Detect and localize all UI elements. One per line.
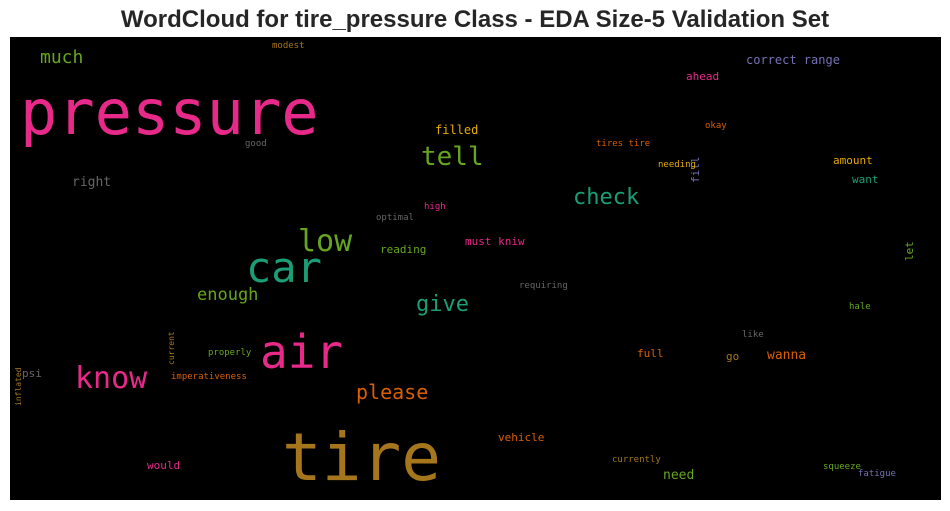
wordcloud-canvas: pressure tire car air low know tell check give pl… (10, 37, 941, 500)
word-psi: psi (22, 367, 42, 380)
word-good: good (245, 139, 267, 149)
word-okay: okay (705, 121, 727, 131)
word-high: high (424, 202, 446, 212)
word-car: car (246, 243, 322, 292)
word-correct-range: correct range (746, 53, 840, 67)
word-let: let (903, 240, 916, 261)
word-pressure: pressure (20, 76, 319, 149)
word-fatigue: fatigue (858, 469, 896, 479)
word-current: current (167, 330, 176, 365)
word-reading: reading (380, 243, 427, 256)
word-would: would (147, 459, 181, 472)
word-need: need (663, 468, 695, 483)
word-much: much (40, 47, 84, 68)
word-tires-tire: tires tire (596, 139, 651, 149)
word-like: like (742, 330, 764, 340)
word-know: know (75, 361, 148, 396)
word-imperativeness: imperativeness (171, 372, 247, 382)
word-amount: amount (833, 154, 873, 167)
word-filled: filled (435, 123, 479, 137)
word-hale: hale (849, 302, 871, 312)
word-inflated: inflated (14, 367, 23, 407)
word-air: air (260, 325, 344, 379)
word-check: check (573, 185, 640, 210)
word-requiring: requiring (519, 281, 568, 291)
word-properly: properly (208, 348, 252, 358)
word-optimal: optimal (376, 213, 414, 223)
word-vehicle: vehicle (498, 431, 545, 444)
word-needing: needing (658, 160, 696, 170)
word-go: go (726, 350, 740, 363)
word-full: full (637, 347, 664, 360)
word-tell: tell (421, 142, 484, 172)
chart-title: WordCloud for tire_pressure Class - EDA … (120, 6, 830, 33)
word-ahead: ahead (686, 70, 720, 83)
word-modest: modest (272, 41, 305, 51)
word-squeeze: squeeze (823, 462, 861, 472)
word-please: please (356, 380, 429, 404)
word-must-kniw: must kniw (465, 235, 525, 248)
word-enough: enough (197, 285, 259, 305)
word-want: want (852, 173, 879, 186)
word-tire: tire (282, 419, 441, 496)
word-low: low (298, 224, 353, 259)
word-wanna: wanna (767, 348, 807, 363)
word-right: right (72, 175, 112, 190)
word-currently: currently (612, 455, 661, 465)
word-give: give (416, 292, 469, 317)
